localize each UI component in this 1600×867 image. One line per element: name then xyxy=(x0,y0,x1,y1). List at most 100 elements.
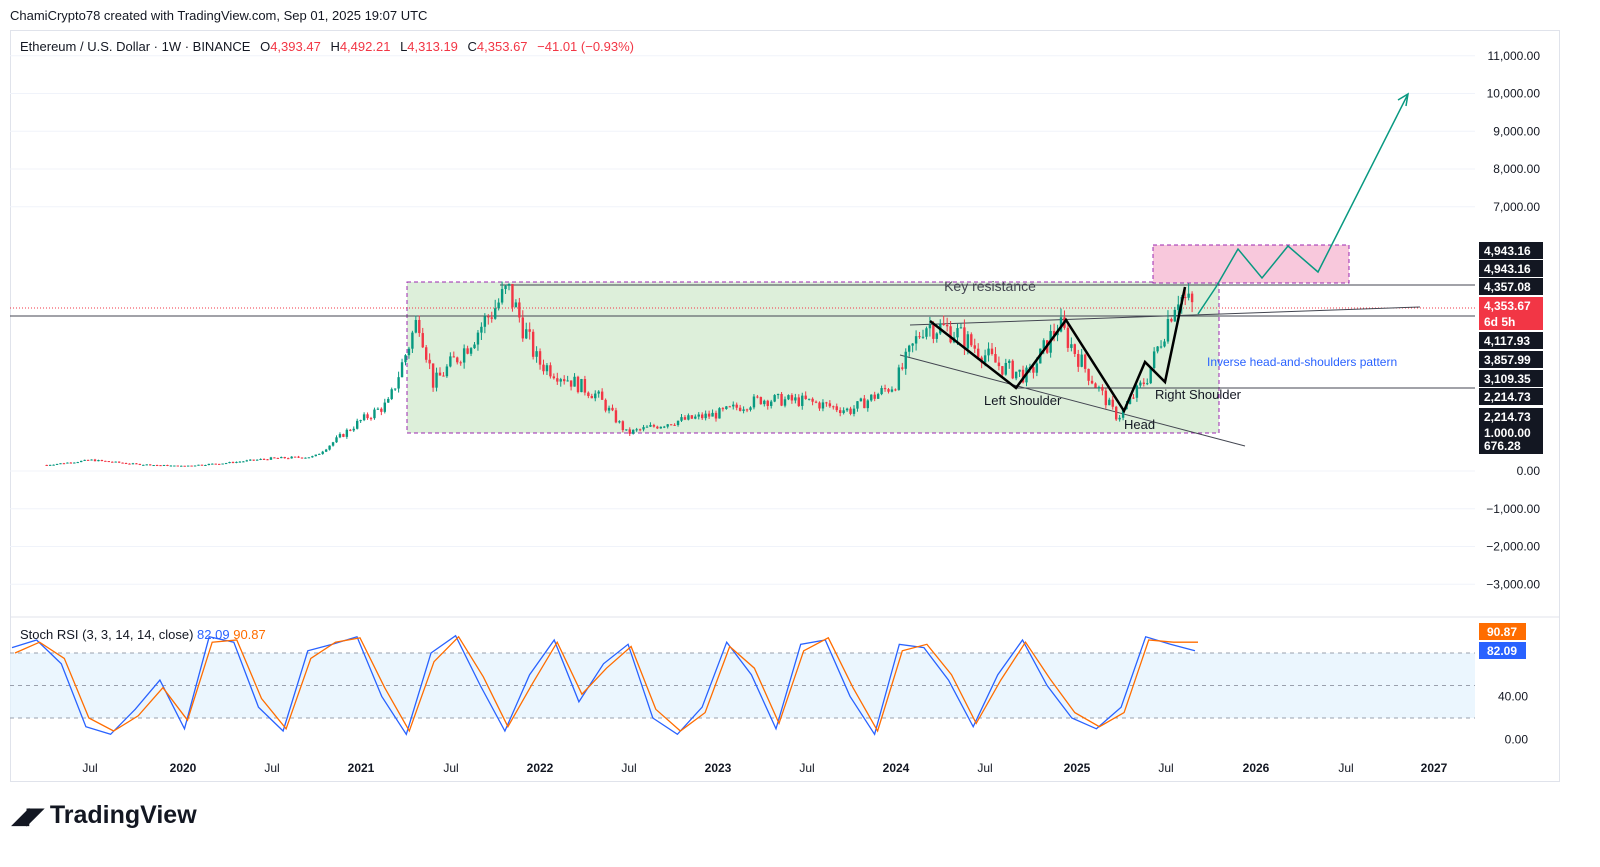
candle-body xyxy=(311,456,314,458)
candle-body xyxy=(701,414,704,419)
rsi-k-tag-label: 82.09 xyxy=(1487,644,1517,658)
price-tag-bg xyxy=(1479,260,1543,277)
stoch-rsi-title[interactable]: Stoch RSI (3, 3, 14, 14, close) xyxy=(20,627,194,642)
candle-body xyxy=(1118,417,1121,420)
rsi-series-k xyxy=(11,634,1196,736)
price-tag-label: 4,943.16 xyxy=(1484,262,1531,276)
candle-body xyxy=(114,461,117,463)
candle-body xyxy=(801,395,804,406)
candle-body xyxy=(597,391,600,394)
candle-body xyxy=(580,379,583,393)
candle-body xyxy=(300,457,304,459)
candle-body xyxy=(328,445,331,450)
candle-body xyxy=(259,458,262,460)
candle-body xyxy=(511,283,514,308)
candle-body xyxy=(756,396,759,398)
time-axis-label: Jul xyxy=(799,761,814,775)
candle-body xyxy=(683,417,687,420)
candle-body xyxy=(632,429,635,434)
price-axis-label: 8,000.00 xyxy=(1493,162,1540,176)
symbol-title[interactable]: Ethereum / U.S. Dollar · 1W · BINANCE xyxy=(20,39,251,54)
candle-body xyxy=(1149,368,1152,384)
candle-body xyxy=(994,354,997,363)
candle-body xyxy=(59,463,62,465)
candle-body xyxy=(842,410,845,414)
candle-body xyxy=(1108,399,1111,406)
candle-body xyxy=(763,400,766,405)
candle-body xyxy=(1073,344,1076,354)
candle-body xyxy=(280,456,283,459)
candle-body xyxy=(90,459,93,461)
candle-body xyxy=(190,465,193,467)
candle-body xyxy=(804,395,807,400)
candle-body xyxy=(1070,344,1073,348)
candle-body xyxy=(604,399,607,411)
candle-body xyxy=(766,400,769,406)
candle-body xyxy=(600,391,604,400)
candle-body xyxy=(456,357,459,363)
candle-body xyxy=(1184,297,1187,299)
candle-body xyxy=(1052,331,1056,336)
candle-body xyxy=(45,464,48,466)
candle-body xyxy=(814,401,818,403)
rsi-series-d xyxy=(14,635,1198,733)
candle-body xyxy=(218,463,221,465)
projection-arrowhead xyxy=(1397,92,1410,107)
candle-body xyxy=(676,420,680,426)
candle-body xyxy=(159,465,162,467)
candle-body xyxy=(149,464,152,466)
low-value: 4,313.19 xyxy=(407,39,458,54)
candle-body xyxy=(373,409,376,419)
candle-body xyxy=(166,464,169,466)
candle-body xyxy=(883,388,887,390)
tradingview-logo[interactable]: ◢◤ TradingView xyxy=(12,801,197,830)
candle-body xyxy=(607,407,611,411)
candle-body xyxy=(904,351,907,369)
price-tag-label: 4,357.08 xyxy=(1484,280,1531,294)
candle-body xyxy=(966,334,970,349)
open-value: 4,393.47 xyxy=(270,39,321,54)
candle-body xyxy=(514,302,518,308)
candle-body xyxy=(494,308,497,319)
candle-body xyxy=(1021,369,1025,383)
rising-neckline xyxy=(909,306,1421,326)
time-axis-label: Jul xyxy=(82,761,97,775)
candle-body xyxy=(638,429,642,431)
candle-body xyxy=(680,417,683,421)
candle-body xyxy=(1115,406,1118,420)
candle-body xyxy=(1077,353,1080,367)
chart-credit: ChamiCrypto78 created with TradingView.c… xyxy=(10,8,428,23)
candle-body xyxy=(911,343,914,346)
candle-body xyxy=(921,336,925,338)
candle-body xyxy=(573,376,576,387)
rsi-k-tag-bg xyxy=(1479,642,1526,659)
candle-body xyxy=(352,428,355,431)
candle-body xyxy=(783,399,787,406)
candle-body xyxy=(742,409,745,411)
price-axis-label: 0.00 xyxy=(1517,464,1541,478)
candle-body xyxy=(669,424,673,426)
candle-body xyxy=(569,380,573,387)
candle-body xyxy=(1166,319,1170,342)
candle-body xyxy=(1018,369,1021,372)
candle-body xyxy=(290,456,293,459)
candle-body xyxy=(897,367,901,390)
candle-body xyxy=(711,412,714,417)
candle-body xyxy=(48,464,52,466)
candle-body xyxy=(180,465,183,467)
candle-body xyxy=(628,429,631,434)
candle-body xyxy=(480,326,483,333)
rsi-d-tag-label: 90.87 xyxy=(1487,625,1517,639)
candle-body xyxy=(594,393,597,399)
candle-body xyxy=(673,424,676,426)
candle-body xyxy=(745,409,749,411)
stoch-rsi-k-value: 82.09 xyxy=(197,627,230,642)
candle-body xyxy=(1187,293,1190,298)
candle-body xyxy=(828,403,832,407)
candle-body xyxy=(825,402,828,404)
candle-body xyxy=(1142,382,1145,384)
candle-body xyxy=(55,463,59,465)
candle-body xyxy=(155,465,159,467)
candle-body xyxy=(504,285,507,290)
